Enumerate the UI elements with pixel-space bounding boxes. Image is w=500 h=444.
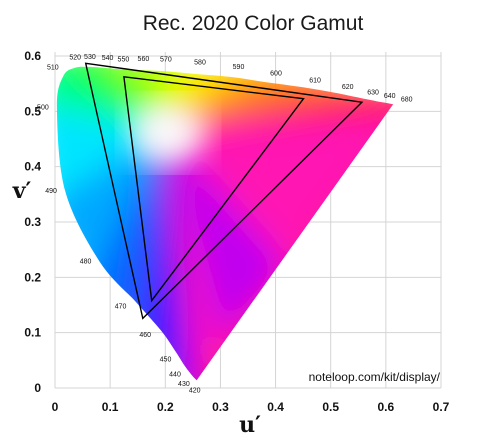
x-tick-label: 0.2 (157, 400, 174, 414)
wavelength-label: 440 (169, 371, 181, 378)
wavelength-label: 520 (69, 55, 81, 62)
chromaticity-color-fill (56, 66, 394, 381)
wavelength-label: 480 (80, 259, 92, 266)
credit-annotation: noteloop.com/kit/display/ (309, 370, 441, 384)
white-point-glow (130, 102, 207, 163)
wavelength-label: 460 (139, 332, 151, 339)
y-tick-label: 0.3 (24, 215, 41, 229)
wavelength-label: 550 (118, 56, 130, 63)
gamut-triangle-inner (123, 75, 305, 303)
wavelength-label: 500 (37, 104, 49, 111)
y-tick-label: 0.2 (24, 270, 41, 284)
x-tick-labels: 0 0.1 0.2 0.3 0.4 0.5 0.6 0.7 (52, 400, 450, 414)
x-tick-label: 0.4 (267, 400, 284, 414)
wavelength-label: 640 (384, 93, 396, 100)
x-tick-label: 0.7 (433, 400, 450, 414)
gamut-triangles (84, 62, 364, 320)
wavelength-label: 540 (102, 55, 114, 62)
wavelength-label: 560 (138, 56, 150, 63)
wavelength-label: 530 (84, 54, 96, 61)
y-tick-label: 0.1 (24, 326, 41, 340)
y-tick-labels: 0 0.1 0.2 0.3 0.4 0.5 0.6 (24, 49, 41, 395)
x-axis-label: u′ (239, 412, 261, 438)
wavelength-label: 570 (160, 56, 172, 63)
white-core (130, 102, 207, 163)
x-tick-label: 0.5 (322, 400, 339, 414)
wavelength-label: 490 (45, 188, 57, 195)
y-tick-label: 0.5 (24, 104, 41, 118)
color-blend (56, 66, 394, 381)
x-tick-label: 0.6 (378, 400, 395, 414)
wavelength-label: 420 (189, 387, 201, 394)
x-tick-label: 0.3 (212, 400, 229, 414)
wavelength-label: 630 (367, 90, 379, 97)
wavelength-label: 610 (309, 77, 321, 84)
wavelength-label: 600 (270, 71, 282, 78)
chart-title: Rec. 2020 Color Gamut (143, 12, 364, 35)
y-tick-label: 0 (34, 381, 41, 395)
wavelength-label: 620 (342, 84, 354, 91)
wavelength-label: 470 (115, 304, 127, 311)
wavelength-label: 580 (194, 60, 206, 67)
y-axis-label: v′ (12, 178, 32, 204)
wavelength-label: 510 (47, 64, 59, 71)
gamut-triangle-outer (84, 62, 364, 320)
wavelength-label: 430 (178, 381, 190, 388)
wavelength-label: 450 (160, 356, 172, 363)
wavelength-label: 680 (401, 97, 413, 104)
wavelength-label: 590 (233, 64, 245, 71)
y-tick-label: 0.4 (24, 160, 41, 174)
x-tick-label: 0.1 (102, 400, 119, 414)
x-tick-label: 0 (52, 400, 59, 414)
y-tick-label: 0.6 (24, 49, 41, 63)
